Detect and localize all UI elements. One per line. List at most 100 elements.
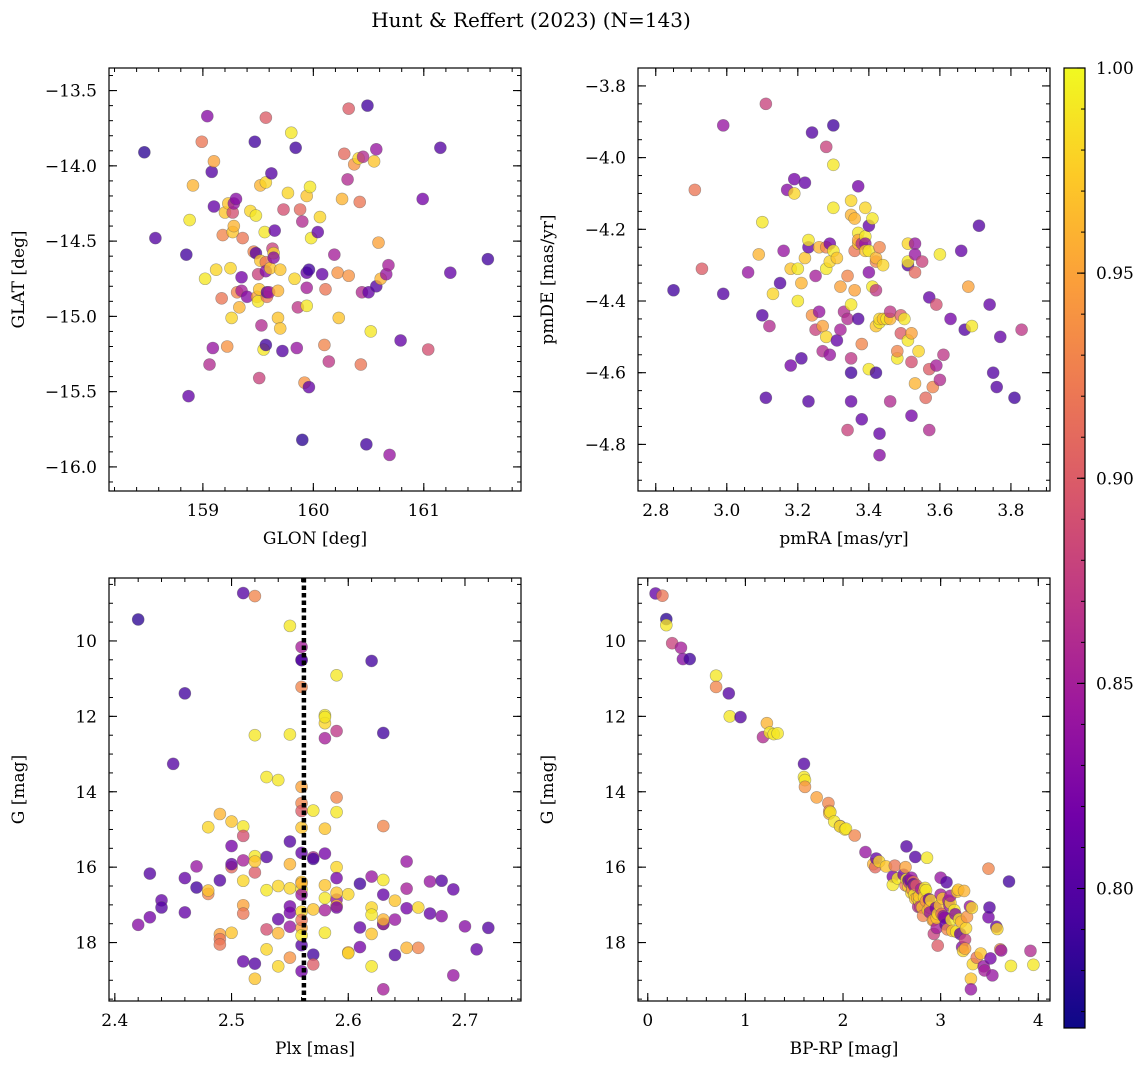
data-point xyxy=(827,201,840,215)
data-point xyxy=(759,391,773,405)
x-tick-label: 2 xyxy=(838,1011,849,1031)
data-point xyxy=(318,338,331,352)
data-point xyxy=(225,926,238,940)
data-point xyxy=(982,862,995,875)
data-point xyxy=(888,859,902,872)
data-point xyxy=(844,194,858,207)
data-point xyxy=(1015,323,1028,336)
x-tick-label: 4 xyxy=(1033,1011,1044,1031)
data-point xyxy=(444,266,457,280)
colorbar-tick-label: 0.80 xyxy=(1096,880,1134,900)
data-point xyxy=(787,187,801,200)
data-point xyxy=(709,669,723,682)
y-tick-label: 12 xyxy=(75,707,97,727)
data-point xyxy=(315,267,329,281)
data-point xyxy=(271,926,285,940)
data-point xyxy=(435,909,448,923)
data-point xyxy=(983,901,996,914)
data-point xyxy=(284,126,298,140)
data-point xyxy=(260,850,273,864)
data-point xyxy=(959,921,973,935)
data-point xyxy=(248,135,262,149)
colorbar-tick-label: 0.90 xyxy=(1096,469,1134,489)
data-point xyxy=(236,854,250,867)
data-point xyxy=(756,215,769,229)
data-point xyxy=(376,983,390,996)
axes-frame xyxy=(637,577,1051,1002)
data-point xyxy=(482,921,495,935)
data-point xyxy=(834,280,847,293)
data-point xyxy=(709,680,723,694)
data-point xyxy=(255,319,268,332)
data-point xyxy=(922,423,936,437)
data-point xyxy=(283,906,297,920)
data-point xyxy=(300,299,314,313)
data-point xyxy=(376,726,390,740)
data-point xyxy=(883,305,897,319)
data-point xyxy=(198,272,212,286)
data-point xyxy=(890,344,904,358)
data-point xyxy=(335,192,349,206)
data-point xyxy=(674,641,688,655)
data-point xyxy=(834,323,847,336)
data-point xyxy=(908,850,922,864)
data-point xyxy=(248,972,262,986)
y-tick-label: 16 xyxy=(75,858,97,878)
data-point xyxy=(447,969,460,982)
data-point xyxy=(276,344,289,358)
data-point xyxy=(328,248,341,261)
data-point xyxy=(341,888,355,901)
data-point xyxy=(656,589,669,603)
data-point xyxy=(365,654,378,668)
data-point xyxy=(376,873,390,887)
data-point xyxy=(318,903,332,917)
data-point xyxy=(288,272,301,286)
y-tick-label: 10 xyxy=(604,632,626,652)
data-point xyxy=(819,140,833,154)
data-point xyxy=(421,343,435,356)
data-point xyxy=(802,233,815,247)
data-point xyxy=(213,874,227,887)
data-point xyxy=(249,209,263,222)
data-point xyxy=(741,266,755,279)
data-point xyxy=(236,907,250,920)
data-point xyxy=(400,941,413,955)
data-point xyxy=(851,312,865,326)
data-point xyxy=(795,352,808,365)
x-tick-label: 3 xyxy=(935,1011,946,1031)
data-point xyxy=(873,240,886,254)
axes-frame xyxy=(108,577,522,1002)
data-point xyxy=(809,269,822,283)
data-point xyxy=(283,835,297,848)
data-point xyxy=(332,311,346,325)
data-point xyxy=(353,195,367,209)
y-tick-label: −15.0 xyxy=(45,307,97,327)
data-point xyxy=(180,248,193,261)
data-point xyxy=(1008,391,1021,405)
data-point xyxy=(723,710,737,723)
data-point xyxy=(933,248,947,261)
data-point xyxy=(295,215,309,228)
data-point xyxy=(283,881,297,895)
x-tick-label: 3.8 xyxy=(997,501,1024,521)
data-point xyxy=(229,192,243,206)
data-point xyxy=(382,258,395,272)
data-point xyxy=(388,948,402,962)
data-point xyxy=(862,266,876,279)
points-glon-glat xyxy=(138,99,495,462)
data-point xyxy=(839,822,853,836)
colorbar: 0.80 0.85 0.90 0.95 1.00 xyxy=(1063,59,1134,1029)
x-tick-label: 3.2 xyxy=(784,501,811,521)
data-point xyxy=(271,311,285,325)
data-point xyxy=(260,883,273,897)
y-tick-label: −4.4 xyxy=(585,292,626,312)
data-point xyxy=(190,860,203,873)
data-point xyxy=(341,173,354,186)
data-point xyxy=(964,972,978,986)
data-point xyxy=(771,727,784,740)
data-point xyxy=(201,109,214,123)
data-point xyxy=(940,875,953,889)
data-point xyxy=(265,167,278,180)
data-point xyxy=(271,284,285,298)
colorbar-gradient xyxy=(1064,68,1085,1028)
